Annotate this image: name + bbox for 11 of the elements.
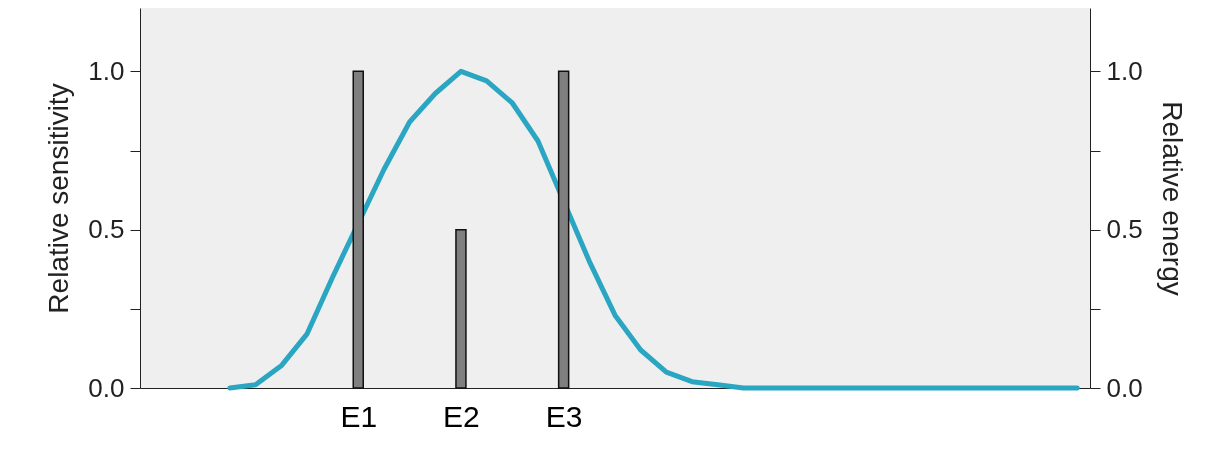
y2-axis-title: Relative energy [1156, 101, 1188, 296]
y-tick-label: 1.0 [88, 55, 125, 86]
y-tick-label: 0.0 [88, 372, 125, 403]
x-tick-label: E1 [340, 399, 378, 433]
y2-tick-label: 0.0 [1106, 372, 1143, 403]
x-tick-label: E3 [545, 399, 583, 433]
y-axis-title: Relative sensitivity [43, 83, 75, 314]
y2-tick-label: 1.0 [1106, 55, 1143, 86]
x-tick-label: E2 [443, 399, 480, 433]
y-tick-label: 0.5 [88, 214, 125, 245]
y2-tick-label: 0.5 [1106, 214, 1143, 245]
